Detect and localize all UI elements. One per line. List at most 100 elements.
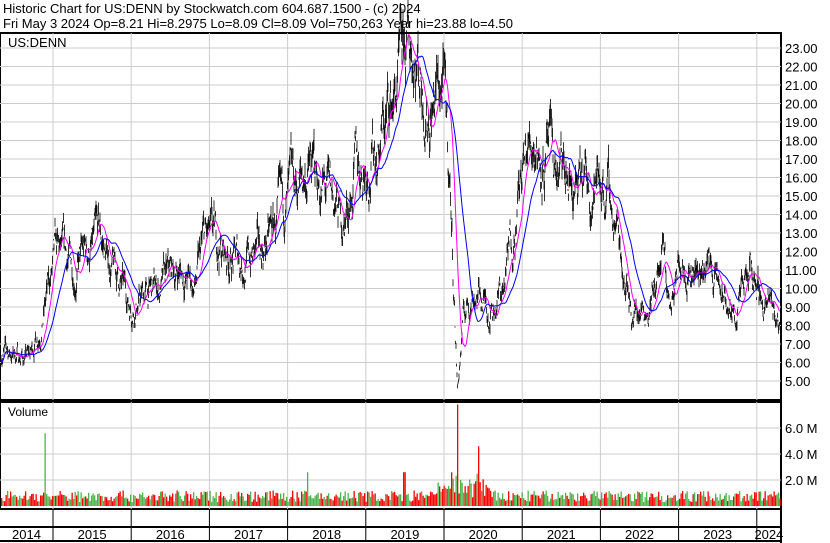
- volume-bar: [13, 495, 15, 506]
- volume-bar: [653, 497, 655, 506]
- volume-bar: [295, 501, 297, 506]
- volume-bar: [274, 495, 276, 506]
- volume-bar: [7, 490, 9, 506]
- volume-bar: [119, 491, 121, 506]
- volume-bar: [616, 499, 618, 506]
- volume-bar: [194, 499, 196, 506]
- volume-bar: [703, 491, 705, 506]
- year-label: 2018: [312, 527, 341, 542]
- volume-bar: [191, 498, 193, 506]
- volume-bar: [724, 495, 726, 506]
- volume-bar: [326, 495, 328, 506]
- volume-bar: [370, 496, 372, 506]
- volume-bar: [127, 498, 129, 506]
- volume-bar: [292, 490, 294, 506]
- volume-bar: [685, 493, 687, 506]
- price-tick-label: 11.00: [785, 263, 817, 278]
- volume-bar: [325, 499, 327, 506]
- volume-bar: [241, 492, 243, 506]
- volume-bar: [298, 497, 300, 506]
- volume-bar: [200, 492, 202, 506]
- volume-bar: [248, 494, 250, 506]
- volume-bar: [535, 495, 537, 506]
- volume-bar: [779, 498, 781, 506]
- volume-bar: [751, 494, 753, 506]
- volume-bar: [56, 495, 58, 506]
- volume-bar: [212, 496, 214, 506]
- volume-bar: [740, 501, 742, 506]
- price-tick-label: 13.00: [785, 226, 818, 241]
- volume-bar: [26, 500, 28, 506]
- volume-bar: [604, 493, 606, 506]
- volume-bar: [469, 479, 471, 506]
- volume-bar: [448, 485, 450, 506]
- volume-bar: [163, 497, 165, 506]
- volume-bar: [260, 498, 262, 506]
- volume-bar: [694, 492, 696, 506]
- volume-bar: [184, 495, 186, 506]
- volume-bar: [80, 492, 82, 506]
- volume-bar: [748, 500, 750, 506]
- volume-bar: [512, 493, 514, 506]
- volume-bar: [263, 497, 265, 506]
- volume-bar: [641, 491, 643, 506]
- volume-bar: [568, 499, 570, 506]
- volume-bar: [718, 500, 720, 506]
- volume-bar: [629, 494, 631, 506]
- volume-bar: [599, 499, 601, 506]
- volume-bar: [625, 496, 627, 506]
- volume-bar: [223, 495, 225, 506]
- volume-bar: [679, 498, 681, 506]
- volume-bar: [364, 493, 366, 506]
- volume-bar: [155, 500, 157, 506]
- volume-bar: [667, 495, 669, 506]
- volume-bar: [698, 494, 700, 506]
- volume-bar: [524, 499, 526, 506]
- volume-bar: [319, 498, 321, 506]
- volume-bar: [532, 494, 534, 506]
- volume-bar: [559, 497, 561, 506]
- volume-bar: [307, 472, 309, 506]
- volume-bar: [328, 493, 330, 506]
- volume-bar: [529, 501, 531, 506]
- volume-bar: [523, 497, 525, 506]
- volume-bar: [643, 502, 645, 506]
- volume-bar: [118, 493, 120, 506]
- price-tick-label: 19.00: [785, 115, 818, 130]
- volume-bar: [316, 494, 318, 506]
- volume-bar: [628, 493, 630, 506]
- volume-bar: [161, 491, 163, 506]
- volume-bar: [733, 496, 735, 506]
- volume-bar: [554, 499, 556, 506]
- price-tick-label: 5.00: [785, 374, 810, 389]
- volume-bar: [77, 491, 79, 506]
- volume-bar: [196, 496, 198, 506]
- volume-bar: [350, 498, 352, 506]
- volume-bar: [181, 499, 183, 506]
- volume-bar: [688, 498, 690, 506]
- volume-bar: [383, 501, 385, 506]
- price-tick-label: 17.00: [785, 152, 818, 167]
- volume-bar: [373, 494, 375, 506]
- volume-bar: [505, 500, 507, 506]
- volume-bar: [671, 497, 673, 506]
- volume-bar: [29, 496, 31, 506]
- volume-bar: [47, 496, 49, 506]
- volume-bar: [121, 496, 123, 506]
- volume-bar: [205, 491, 207, 506]
- volume-bar: [517, 494, 519, 506]
- volume-bar: [299, 501, 301, 506]
- volume-bar: [59, 491, 61, 506]
- volume-bar: [109, 500, 111, 506]
- volume-bar: [4, 501, 6, 506]
- volume-bar: [637, 491, 639, 506]
- volume-bar: [569, 492, 571, 506]
- volume-bar: [664, 501, 666, 506]
- volume-bar: [344, 491, 346, 506]
- volume-bar: [619, 496, 621, 506]
- volume-bar: [301, 491, 303, 506]
- volume-bar: [280, 493, 282, 506]
- volume-bar: [571, 493, 573, 506]
- volume-bar: [506, 499, 508, 506]
- volume-bar: [2, 500, 4, 506]
